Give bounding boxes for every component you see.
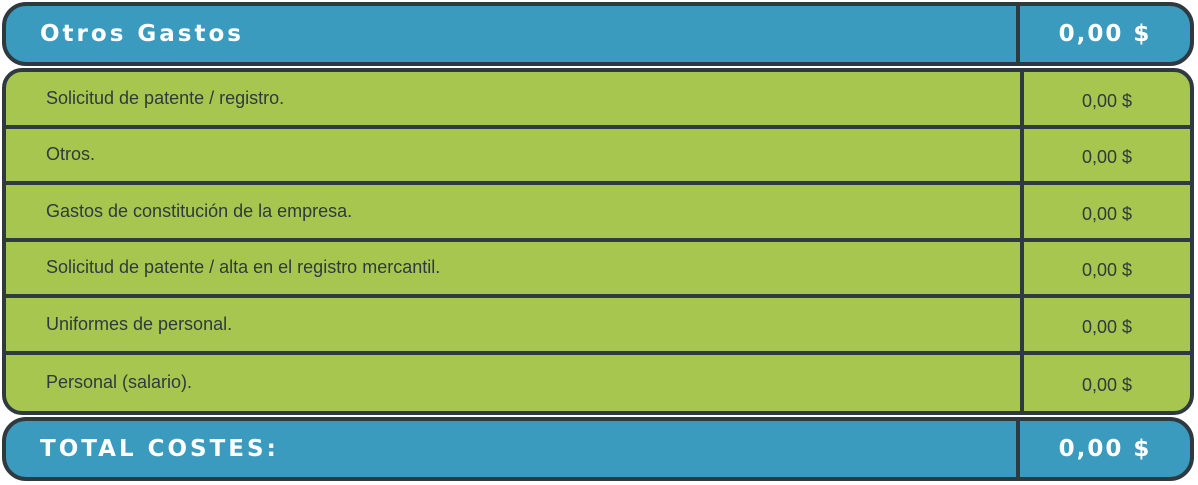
section-title: Otros Gastos (40, 21, 244, 47)
section-amount: 0,00 $ (1016, 6, 1190, 62)
list-item: Solicitud de patente / registro. 0,00 $ (6, 72, 1190, 129)
item-amount: 0,00 $ (1020, 298, 1190, 351)
expense-list: Solicitud de patente / registro. 0,00 $ … (2, 68, 1194, 415)
list-item: Uniformes de personal. 0,00 $ (6, 298, 1190, 355)
item-amount: 0,00 $ (1020, 72, 1190, 125)
item-label: Solicitud de patente / registro. (46, 87, 285, 108)
list-item: Solicitud de patente / alta en el regist… (6, 241, 1190, 298)
item-label: Personal (salario). (46, 372, 193, 393)
item-label: Uniformes de personal. (46, 313, 233, 334)
item-label: Gastos de constitución de la empresa. (46, 200, 353, 221)
item-amount: 0,00 $ (1020, 354, 1190, 411)
section-header: Otros Gastos 0,00 $ (2, 2, 1194, 66)
item-amount: 0,00 $ (1020, 185, 1190, 238)
list-item: Personal (salario). 0,00 $ (6, 354, 1190, 411)
total-label: TOTAL COSTES: (40, 436, 279, 462)
list-item: Gastos de constitución de la empresa. 0,… (6, 185, 1190, 242)
item-amount: 0,00 $ (1020, 128, 1190, 181)
item-amount: 0,00 $ (1020, 241, 1190, 294)
total-bar: TOTAL COSTES: 0,00 $ (2, 417, 1194, 481)
total-amount: 0,00 $ (1016, 421, 1190, 477)
item-label: Solicitud de patente / alta en el regist… (46, 257, 441, 278)
list-item: Otros. 0,00 $ (6, 128, 1190, 185)
item-label: Otros. (46, 144, 96, 165)
